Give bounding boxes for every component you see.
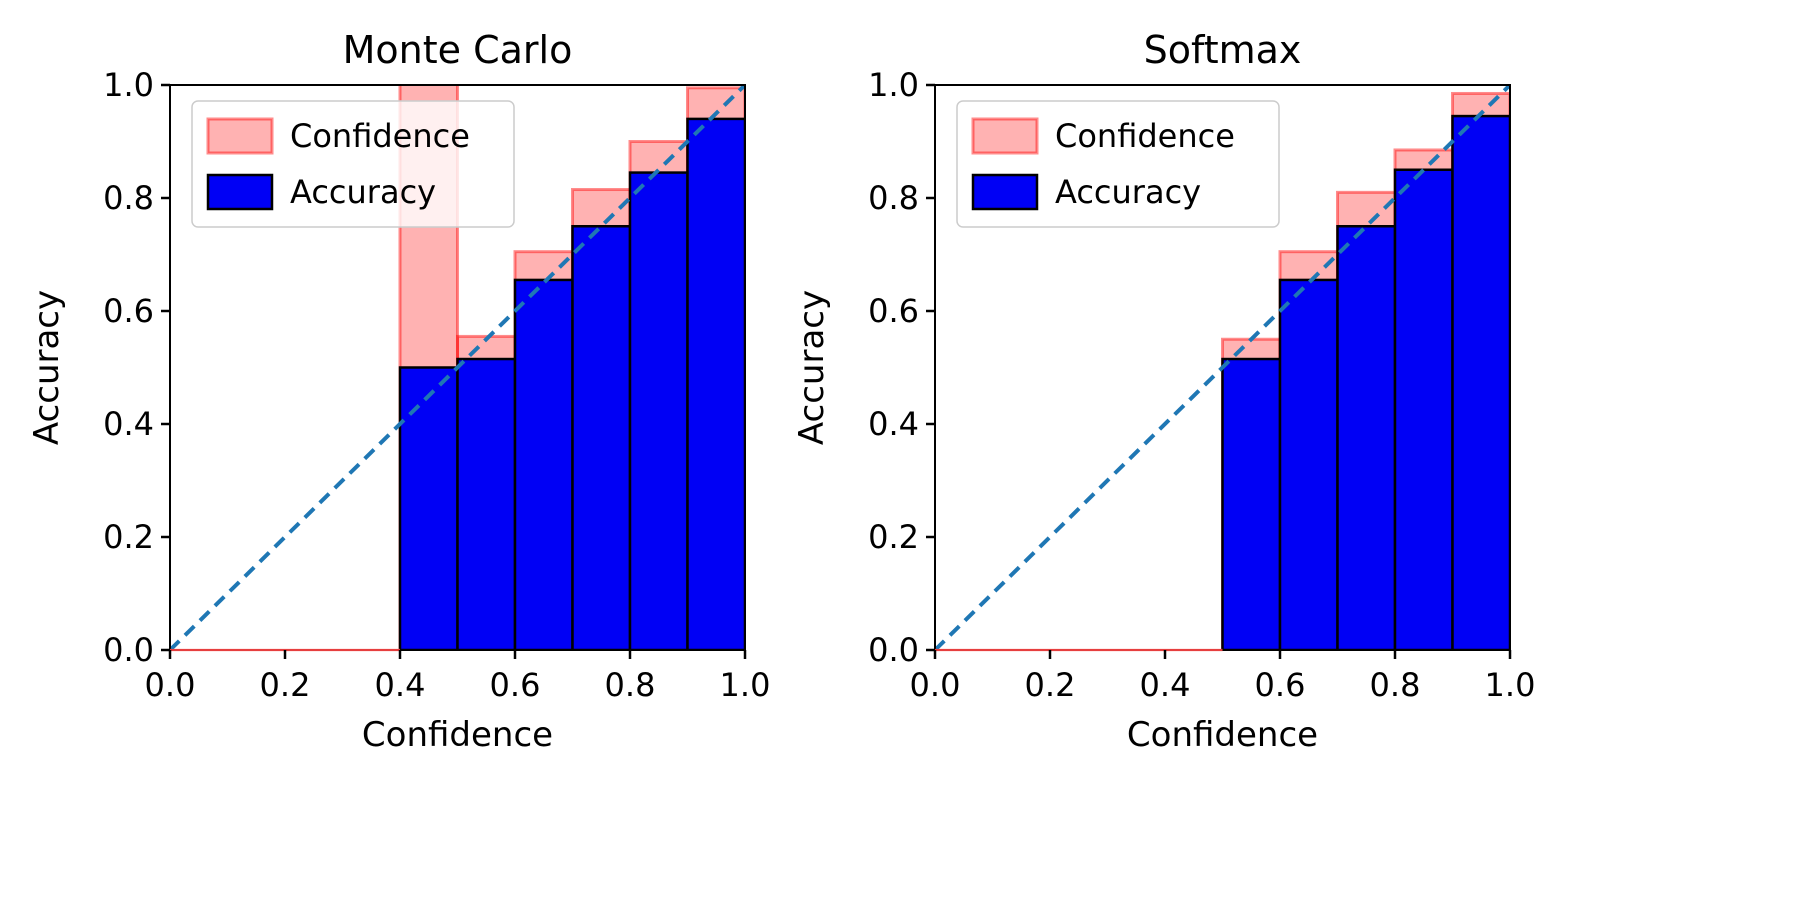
accuracy-bar xyxy=(686,117,745,650)
y-tick-label: 1.0 xyxy=(103,66,154,104)
x-tick-label: 0.8 xyxy=(605,666,656,704)
chart-monte-carlo: 0.0 0.2 0.4 0.6 0.8 1.0 0.0 0.2 0.4 0.6 0.8 1.0 Mont… xyxy=(27,28,770,755)
accuracy-bar xyxy=(1278,278,1339,650)
x-axis-label: Confidence xyxy=(1127,715,1318,755)
accuracy-bar xyxy=(398,366,459,650)
y-tick-label: 1.0 xyxy=(868,66,919,104)
accuracy-bar xyxy=(1336,225,1397,650)
legend-label-accuracy: Accuracy xyxy=(1055,173,1201,211)
x-tick-label: 0.4 xyxy=(375,666,426,704)
legend-swatch-accuracy xyxy=(206,173,274,211)
perfect-calibration-line xyxy=(935,85,1510,650)
legend-swatch-accuracy xyxy=(971,173,1039,211)
x-tick-label: 0.0 xyxy=(145,666,196,704)
legend-label-accuracy: Accuracy xyxy=(290,173,436,211)
y-tick-label: 0.2 xyxy=(868,518,919,556)
legend: Confidence Accuracy xyxy=(956,100,1280,228)
chart-title: Monte Carlo xyxy=(343,28,573,72)
accuracy-bar xyxy=(1393,168,1454,650)
x-tick-label: 0.4 xyxy=(1140,666,1191,704)
accuracy-bar xyxy=(628,171,689,650)
y-tick-label: 0.4 xyxy=(868,405,919,443)
legend-swatch-confidence xyxy=(206,117,274,155)
accuracy-bar xyxy=(1221,357,1282,650)
x-tick-label: 0.6 xyxy=(1255,666,1306,704)
chart-title: Softmax xyxy=(1144,28,1302,72)
y-tick-label: 0.6 xyxy=(868,292,919,330)
perfect-calibration-line xyxy=(170,85,745,650)
x-tick-label: 0.0 xyxy=(910,666,961,704)
axes-spines xyxy=(169,84,746,651)
x-tick-label: 0.8 xyxy=(1370,666,1421,704)
legend: Confidence Accuracy xyxy=(191,100,515,228)
legend-swatch-confidence xyxy=(971,117,1039,155)
y-axis-label: Accuracy xyxy=(27,290,67,445)
accuracy-bar xyxy=(1451,114,1510,650)
legend-label-confidence: Confidence xyxy=(290,117,470,155)
chart-softmax: 0.0 0.2 0.4 0.6 0.8 1.0 0.0 0.2 0.4 0.6 0.8 1.0 Soft… xyxy=(792,28,1535,755)
x-tick-label: 0.2 xyxy=(260,666,311,704)
x-tick-label: 0.6 xyxy=(490,666,541,704)
y-axis-label: Accuracy xyxy=(792,290,832,445)
bars-group xyxy=(1221,91,1510,650)
x-tick-label: 1.0 xyxy=(720,666,771,704)
accuracy-bar xyxy=(456,357,517,650)
y-tick-label: 0.2 xyxy=(103,518,154,556)
bars-group xyxy=(398,85,745,650)
x-tick-label: 0.2 xyxy=(1025,666,1076,704)
y-tick-label: 0.8 xyxy=(103,179,154,217)
accuracy-bar xyxy=(571,225,632,650)
y-tick-label: 0.6 xyxy=(103,292,154,330)
y-tick-label: 0.8 xyxy=(868,179,919,217)
y-tick-label: 0.0 xyxy=(868,631,919,669)
y-tick-label: 0.4 xyxy=(103,405,154,443)
legend-label-confidence: Confidence xyxy=(1055,117,1235,155)
accuracy-bar xyxy=(513,278,574,650)
x-axis-label: Confidence xyxy=(362,715,553,755)
x-tick-label: 1.0 xyxy=(1485,666,1536,704)
y-tick-label: 0.0 xyxy=(103,631,154,669)
